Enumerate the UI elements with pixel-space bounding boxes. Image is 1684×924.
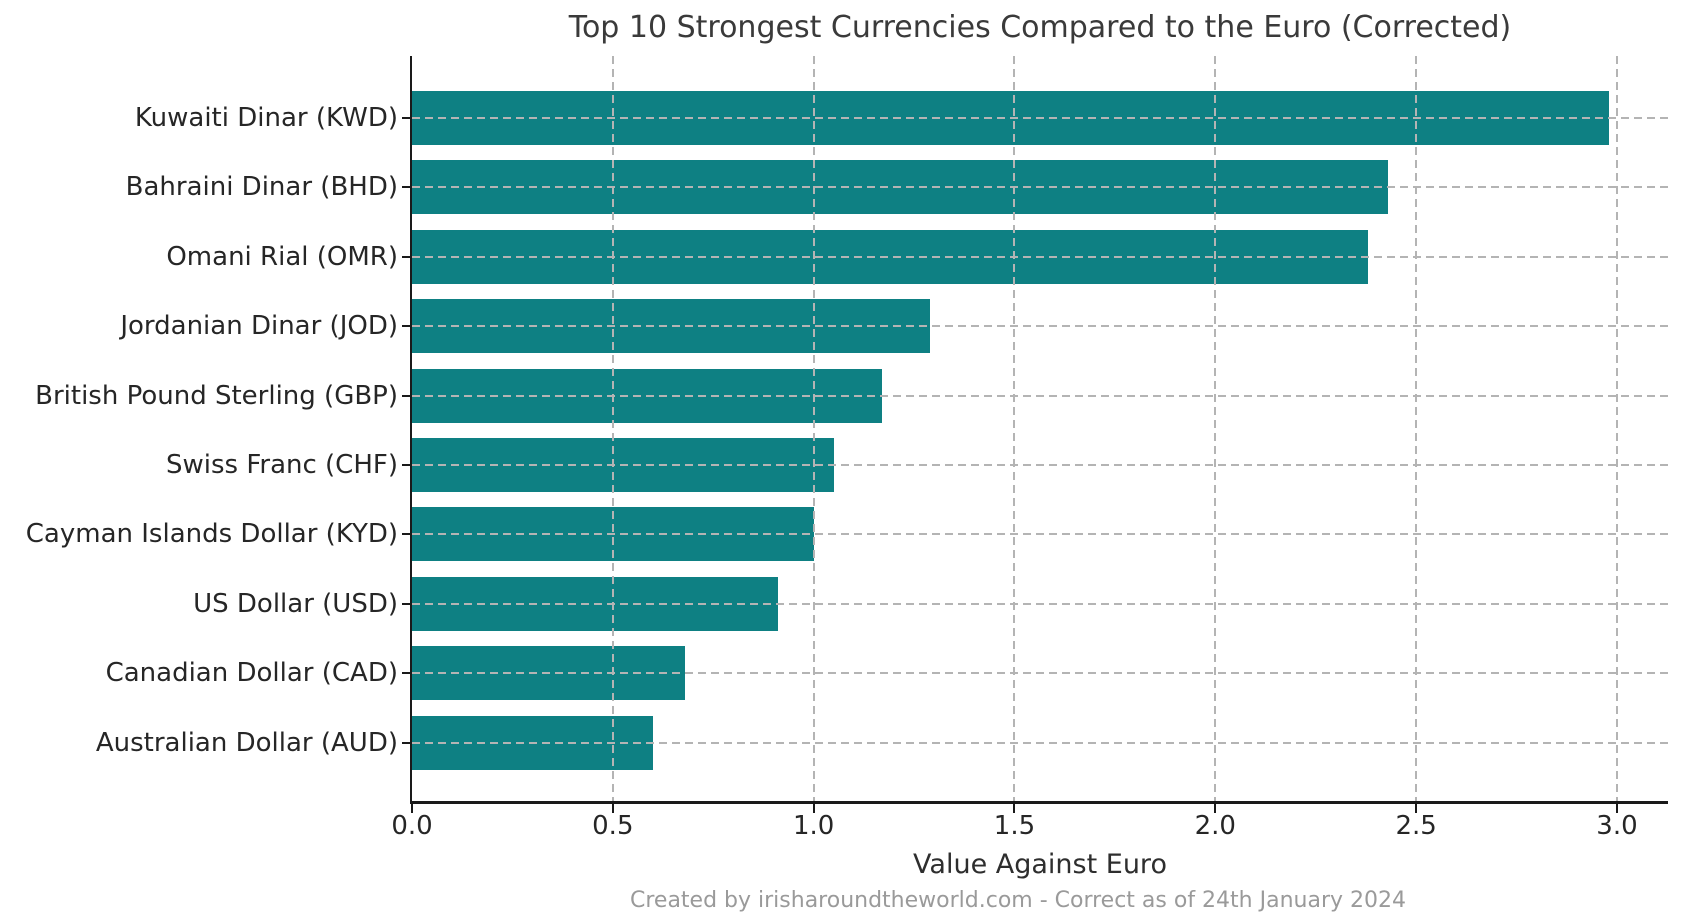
x-tick-label-0.5: 0.5 [592,811,634,841]
y-category-label-kwd: Kuwaiti Dinar (KWD) [134,103,398,133]
y-tick-mark-bhd [402,186,410,189]
x-tick-label-3.0: 3.0 [1596,811,1638,841]
horizontal-gridline-gbp [412,394,1668,397]
y-tick-mark-usd [402,602,410,605]
y-category-label-bhd: Bahraini Dinar (BHD) [125,172,398,203]
x-tick-mark-2.0 [1214,804,1217,813]
x-tick-label-2.5: 2.5 [1395,811,1437,841]
horizontal-gridline-aud [412,741,1668,744]
horizontal-gridline-omr [412,255,1668,258]
x-tick-mark-0.5 [611,804,614,813]
y-category-label-omr: Omani Rial (OMR) [166,241,398,272]
x-tick-mark-0.0 [411,804,413,813]
horizontal-gridline-cad [412,672,1668,675]
x-tick-label-1.5: 1.5 [993,811,1036,841]
y-category-label-jod: Jordanian Dinar (JOD) [120,311,398,342]
chart-title: Top 10 Strongest Currencies Compared to … [568,10,1512,45]
y-tick-mark-cad [402,672,410,675]
y-category-label-aud: Australian Dollar (AUD) [95,727,398,758]
y-tick-mark-gbp [402,394,410,397]
vertical-gridline-2.5 [1415,56,1418,801]
horizontal-gridline-chf [412,464,1668,466]
y-category-label-chf: Swiss Franc (CHF) [165,450,398,480]
vertical-gridline-1.0 [812,56,815,801]
footer-credit: Created by irisharoundtheworld.com - Cor… [629,888,1406,913]
horizontal-gridline-usd [412,602,1668,605]
y-category-label-cad: Canadian Dollar (CAD) [105,658,398,689]
plot-area [402,56,1668,813]
y-category-label-kyd: Cayman Islands Dollar (KYD) [25,519,398,550]
vertical-gridline-2.0 [1214,56,1217,801]
y-tick-mark-kwd [402,117,410,119]
y-tick-mark-kyd [402,533,410,536]
horizontal-gridline-kwd [412,117,1668,119]
y-tick-mark-omr [402,255,410,258]
y-tick-mark-chf [402,464,410,466]
y-tick-mark-aud [402,741,410,744]
x-axis-tick-labels: 0.0 0.5 1.0 1.5 2.0 2.5 3.0 [391,811,1668,845]
horizontal-gridline-kyd [412,533,1668,536]
x-tick-mark-1.0 [812,804,815,813]
vertical-gridline-3.0 [1615,56,1618,801]
horizontal-gridline-bhd [412,186,1668,189]
x-tick-label-0.0: 0.0 [391,811,433,841]
y-category-label-gbp: British Pound Sterling (GBP) [35,380,398,411]
y-category-label-usd: US Dollar (USD) [193,588,398,619]
x-axis-title: Value Against Euro [913,849,1167,880]
y-axis-labels: Kuwaiti Dinar (KWD) Bahraini Dinar (BHD) O… [0,56,398,801]
vertical-gridline-0.5 [611,56,614,801]
x-tick-label-1.0: 1.0 [792,811,835,841]
y-tick-mark-jod [402,325,410,328]
x-tick-mark-3.0 [1615,804,1618,813]
x-tick-mark-1.5 [1013,804,1016,813]
x-tick-label-2.0: 2.0 [1194,811,1236,841]
horizontal-gridline-jod [412,325,1668,328]
x-tick-mark-2.5 [1415,804,1418,813]
vertical-gridline-1.5 [1013,56,1016,801]
